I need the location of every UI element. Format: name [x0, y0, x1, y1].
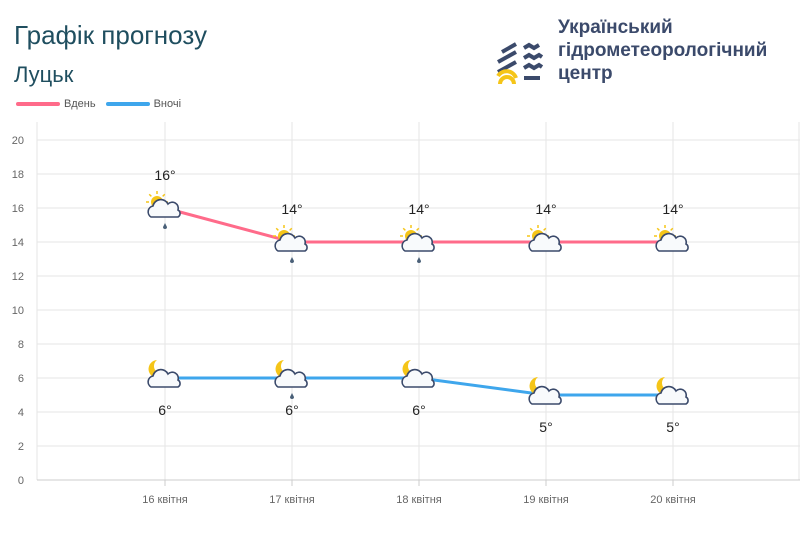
legend-swatch — [105, 102, 150, 106]
cloud — [401, 232, 435, 252]
data-label: 16° — [154, 167, 175, 183]
sun-ray — [148, 193, 152, 197]
cloud — [655, 232, 689, 252]
page-title: Графік прогнозу — [14, 20, 207, 50]
logo-text: Український гідрометеорологічний центр — [558, 16, 767, 85]
rain-drop — [290, 393, 294, 399]
legend-item-day[interactable]: Вдень — [16, 98, 96, 110]
moon-cloud-icon — [401, 360, 435, 388]
y-tick-label: 12 — [12, 271, 24, 283]
sun-cloud-icon — [654, 225, 689, 252]
data-label: 5° — [666, 419, 679, 435]
cloud — [147, 368, 181, 388]
legend-label: Вдень — [64, 98, 96, 110]
y-tick-label: 2 — [18, 441, 24, 453]
data-label: 6° — [158, 402, 171, 418]
y-tick-label: 4 — [18, 407, 24, 419]
legend-label: Вночі — [153, 98, 182, 110]
sun-ray — [402, 227, 406, 231]
data-label: 6° — [285, 402, 298, 418]
y-tick-label: 6 — [18, 373, 24, 385]
y-tick-label: 8 — [18, 339, 24, 351]
cloud — [147, 198, 181, 218]
ugcc-logo-icon — [496, 20, 544, 88]
y-tick-label: 16 — [12, 203, 24, 215]
cloud — [528, 232, 562, 252]
city-name: Луцьк — [14, 62, 74, 87]
legend-item-night[interactable]: Вночі — [105, 98, 182, 110]
sun-ray — [275, 227, 279, 231]
sun-cloud-rain-icon — [273, 225, 308, 263]
data-label: 14° — [535, 201, 556, 217]
cloud — [655, 385, 689, 405]
cloud — [274, 232, 308, 252]
legend-swatch — [16, 102, 60, 106]
cloud — [401, 368, 435, 388]
x-tick-label: 16 квітня — [142, 494, 188, 506]
sun-cloud-rain-icon — [400, 225, 435, 263]
moon — [148, 360, 166, 378]
sun-ray — [543, 227, 547, 231]
logo-line: Український — [558, 17, 673, 38]
sun-ray — [416, 227, 420, 231]
y-tick-label: 14 — [12, 237, 24, 249]
logo-line: гідрометеорологічний — [558, 40, 768, 61]
moon-cloud-icon — [147, 360, 181, 388]
y-tick-label: 18 — [12, 169, 24, 181]
cloud — [274, 368, 308, 388]
data-label: 14° — [281, 201, 302, 217]
sun-ray — [656, 227, 660, 231]
sun-cloud-rain-icon — [146, 191, 181, 229]
y-tick-label: 10 — [12, 305, 24, 317]
y-tick-label: 20 — [12, 135, 24, 147]
logo-line: центр — [558, 63, 613, 84]
rain-drop — [163, 223, 167, 229]
sun-cloud-icon — [527, 225, 562, 252]
sun-ray — [289, 227, 293, 231]
rain-drop — [417, 257, 421, 263]
x-tick-label: 17 квітня — [269, 494, 315, 506]
moon — [275, 360, 293, 378]
cloud — [528, 385, 562, 405]
x-tick-label: 18 квітня — [396, 494, 442, 506]
data-label: 6° — [412, 402, 425, 418]
moon — [402, 360, 420, 378]
data-label: 14° — [408, 201, 429, 217]
moon-cloud-icon — [528, 377, 562, 405]
x-tick-label: 20 квітня — [650, 494, 696, 506]
y-tick-label: 0 — [18, 475, 24, 487]
legend: Вдень Вночі — [16, 98, 181, 110]
sun-ray — [162, 193, 166, 197]
moon-cloud-icon — [655, 377, 689, 405]
sun-ray — [670, 227, 674, 231]
moon — [529, 377, 547, 395]
sun-ray — [529, 227, 533, 231]
moon — [656, 377, 674, 395]
x-tick-label: 19 квітня — [523, 494, 569, 506]
data-label: 14° — [662, 201, 683, 217]
rain-drop — [290, 257, 294, 263]
moon-cloud-rain-icon — [274, 360, 308, 399]
data-label: 5° — [539, 419, 552, 435]
